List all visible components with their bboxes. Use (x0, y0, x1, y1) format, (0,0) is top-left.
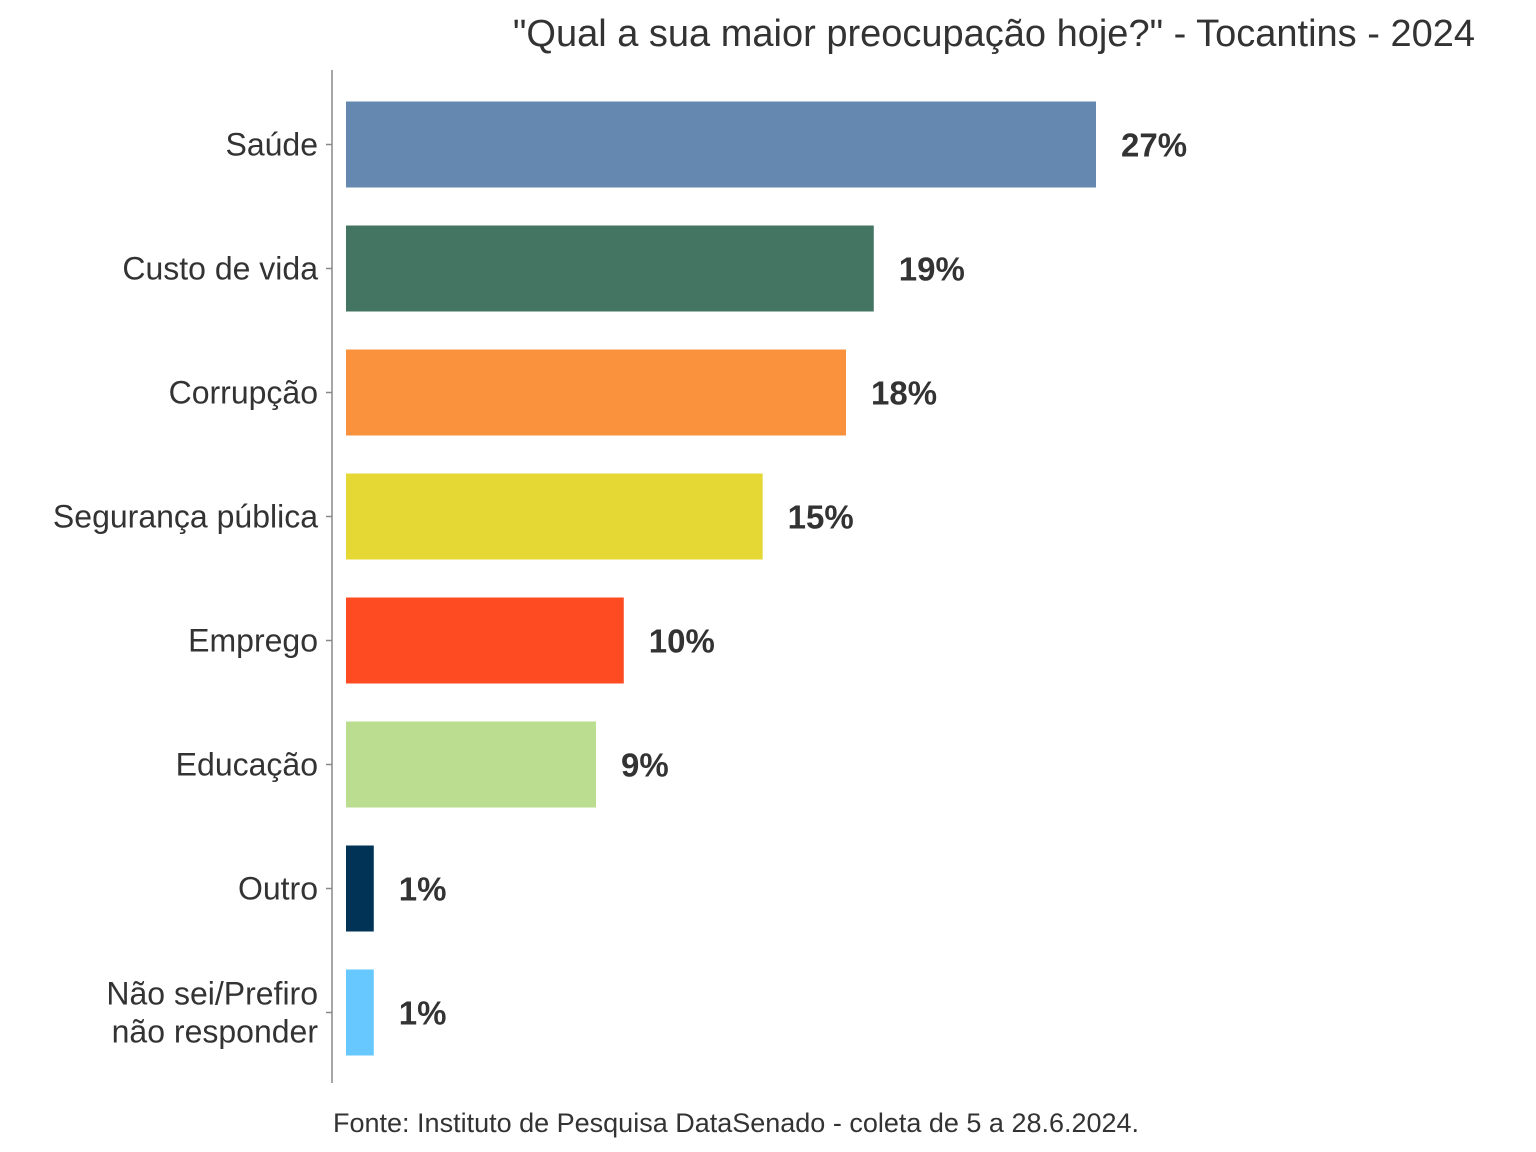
source-note: Fonte: Instituto de Pesquisa DataSenado … (333, 1108, 1139, 1138)
bar (346, 721, 596, 808)
value-label: 10% (649, 623, 715, 660)
value-label: 27% (1121, 127, 1187, 164)
category-label: Segurança pública (53, 499, 318, 535)
bar (346, 349, 846, 436)
category-label: Custo de vida (122, 251, 318, 287)
category-label: Emprego (188, 623, 318, 659)
category-label: Saúde (225, 127, 318, 163)
bar (346, 473, 763, 560)
value-label: 1% (399, 871, 447, 908)
value-label: 15% (788, 499, 854, 536)
category-label: Não sei/Prefiro não responder (106, 976, 318, 1050)
bar (346, 845, 374, 932)
category-label: Outro (238, 871, 318, 907)
bar (346, 101, 1096, 188)
value-label: 19% (899, 251, 965, 288)
bar (346, 597, 624, 684)
chart-title: "Qual a sua maior preocupação hoje?" - T… (513, 13, 1475, 55)
category-label: Corrupção (169, 375, 318, 411)
bars-group: Saúde 27% Custo de vida 19% Corrupção 18% Segu… (53, 101, 1187, 1056)
bar (346, 225, 874, 312)
value-label: 9% (621, 747, 669, 784)
bar (346, 969, 374, 1056)
category-label: Educação (176, 747, 318, 783)
value-label: 18% (871, 375, 937, 412)
value-label: 1% (399, 995, 447, 1032)
